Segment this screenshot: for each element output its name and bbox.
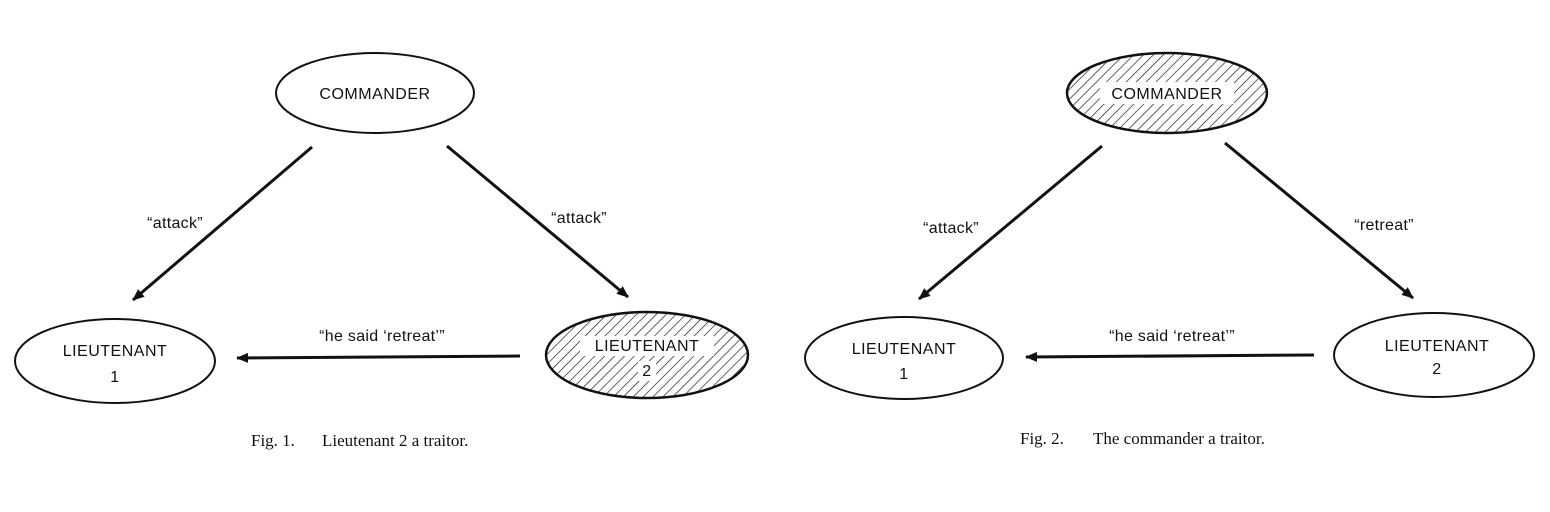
- fig1-caption-number: Fig. 1.: [251, 431, 295, 450]
- fig2-message-to-l1: “attack”: [923, 220, 979, 237]
- fig1-lieutenant1-number: 1: [110, 369, 119, 386]
- fig2-commander-label: COMMANDER: [1111, 86, 1222, 103]
- fig1-lieutenant2-node: LIEUTENANT 2: [544, 310, 750, 400]
- fig2-arrow-commander-to-l2: [1224, 141, 1414, 300]
- fig2-commander-node: COMMANDER: [1065, 51, 1269, 135]
- figure-2: COMMANDER LIEUTENANT 1 LIEUTENANT 2 “att…: [804, 51, 1535, 448]
- fig1-lieutenant1-label: LIEUTENANT: [63, 343, 168, 360]
- fig2-message-to-l2: “retreat”: [1354, 217, 1414, 234]
- fig2-lieutenant1-label: LIEUTENANT: [852, 341, 957, 358]
- fig1-lieutenant1-node: LIEUTENANT 1: [14, 318, 216, 404]
- fig1-commander-node: COMMANDER: [275, 52, 475, 134]
- fig1-commander-label: COMMANDER: [319, 86, 430, 103]
- fig2-lieutenant2-number: 2: [1432, 361, 1441, 378]
- fig2-caption-text: The commander a traitor.: [1093, 429, 1265, 448]
- fig2-caption-number: Fig. 2.: [1020, 429, 1064, 448]
- fig2-lieutenant1-number: 1: [899, 366, 908, 383]
- fig2-lieutenant2-node: LIEUTENANT 2: [1333, 312, 1535, 398]
- fig1-message-to-l2: “attack”: [551, 210, 607, 227]
- fig1-lieutenant1-ellipse: [14, 318, 216, 404]
- fig1-arrow-l2-to-l1: [236, 352, 521, 363]
- fig2-lieutenant2-ellipse: [1333, 312, 1535, 398]
- fig1-message-to-l1: “attack”: [147, 215, 203, 232]
- fig1-caption: Fig. 1. Lieutenant 2 a traitor.: [251, 431, 468, 450]
- fig1-arrow-commander-to-l1: [132, 145, 313, 302]
- fig2-commander-label-bg: [1100, 82, 1234, 104]
- fig1-message-l2-to-l1: “he said ‘retreat’”: [319, 328, 445, 345]
- fig1-commander-ellipse: [275, 52, 475, 134]
- fig1-lieutenant2-number-bg: [638, 361, 656, 381]
- fig2-arrow-l2-to-l1: [1025, 351, 1315, 362]
- fig2-lieutenant2-label: LIEUTENANT: [1385, 338, 1490, 355]
- fig1-lieutenant2-label-bg: [580, 336, 714, 356]
- fig2-arrow-commander-to-l1: [918, 144, 1103, 301]
- fig1-arrow-commander-to-l2: [446, 144, 629, 299]
- fig2-caption: Fig. 2. The commander a traitor.: [1020, 429, 1265, 448]
- fig1-lieutenant2-number: 2: [642, 363, 651, 380]
- fig2-message-l2-to-l1: “he said ‘retreat’”: [1109, 328, 1235, 345]
- figure-1: COMMANDER LIEUTENANT 1 LIEUTENANT 2 “att…: [14, 52, 750, 450]
- fig1-caption-text: Lieutenant 2 a traitor.: [322, 431, 468, 450]
- fig2-lieutenant1-node: LIEUTENANT 1: [804, 316, 1004, 400]
- fig2-lieutenant1-ellipse: [804, 316, 1004, 400]
- fig1-lieutenant2-label: LIEUTENANT: [595, 338, 700, 355]
